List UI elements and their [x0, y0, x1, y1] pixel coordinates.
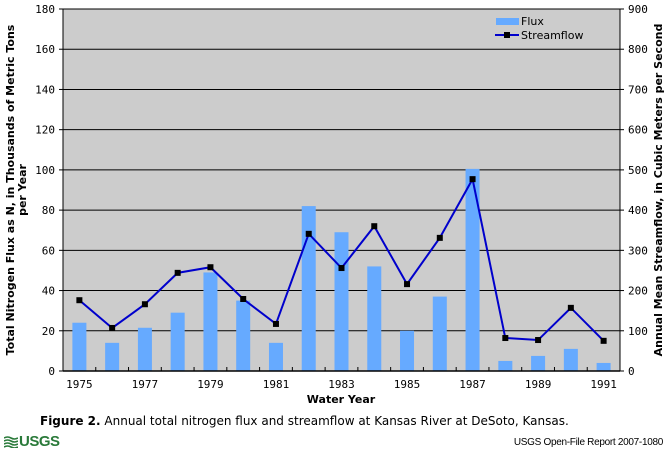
x-axis-ticks: 1975 1977 1979 1981 1983 1985 1987 1989 1991 [66, 367, 617, 391]
chart: 0 20 40 60 80 100 120 140 160 180 0 100 200 300 400 50… [4, 3, 665, 406]
flux-bar-1979 [203, 272, 218, 371]
flux-bar-1989 [531, 355, 546, 371]
figure-caption: Figure 2. Annual total nitrogen flux and… [40, 414, 569, 428]
right-tick-label: 700 [628, 83, 648, 96]
caption-text: Annual total nitrogen flux and streamflo… [100, 414, 569, 428]
x-tick-label: 1983 [328, 378, 355, 391]
report-number: USGS Open-File Report 2007-1080 [513, 437, 663, 448]
right-tick-label: 300 [628, 244, 648, 257]
streamflow-marker-1982 [305, 230, 312, 237]
streamflow-marker-1990 [567, 304, 574, 311]
flux-bar-1986 [432, 296, 447, 371]
streamflow-marker-1986 [436, 234, 443, 241]
flux-bar-1976 [105, 342, 120, 371]
right-tick-label: 200 [628, 285, 648, 298]
left-tick-label: 40 [42, 285, 55, 298]
flux-bar-1988 [498, 360, 513, 371]
streamflow-marker-1978 [174, 269, 181, 276]
usgs-logo-text: USGS [19, 433, 60, 450]
legend-streamflow-label: Streamflow [521, 29, 583, 42]
x-tick-label: 1987 [459, 378, 486, 391]
x-tick-label: 1991 [590, 378, 617, 391]
left-axis-ticks: 0 20 40 60 80 100 120 140 160 180 [35, 3, 63, 378]
streamflow-marker-1981 [272, 320, 279, 327]
flux-bar-1985 [400, 330, 415, 371]
flux-bar-1990 [563, 348, 578, 371]
legend-streamflow-marker [504, 32, 510, 38]
x-axis-title: Water Year [307, 393, 376, 406]
flux-bars [72, 168, 611, 371]
flux-bar-1987 [465, 168, 480, 371]
right-tick-label: 900 [628, 3, 648, 16]
streamflow-marker-1976 [109, 324, 116, 331]
x-tick-label: 1985 [394, 378, 421, 391]
left-tick-label: 60 [42, 244, 55, 257]
streamflow-marker-1991 [600, 337, 607, 344]
flux-bar-1983 [334, 232, 349, 371]
gridlines [63, 48, 620, 332]
x-tick-label: 1981 [263, 378, 290, 391]
y-axis-title-line1: Total Nitrogen Flux as N, in Thousands o… [4, 24, 17, 355]
streamflow-marker-1984 [371, 223, 378, 230]
flux-bar-1984 [367, 266, 382, 371]
streamflow-marker-1977 [141, 301, 148, 308]
y2-axis-title: Annual Mean Streamflow, in Cubic Meters … [652, 24, 665, 357]
streamflow-marker-1985 [404, 281, 411, 288]
flux-bar-1975 [72, 322, 87, 371]
streamflow-marker-1988 [502, 335, 509, 342]
x-tick-label: 1989 [525, 378, 552, 391]
right-tick-label: 800 [628, 43, 648, 56]
flux-bar-1991 [596, 362, 611, 371]
right-tick-label: 0 [628, 365, 635, 378]
right-tick-label: 100 [628, 325, 648, 338]
flux-bar-1981 [268, 342, 283, 371]
legend-flux-swatch [496, 18, 519, 25]
flux-bar-1978 [170, 312, 185, 371]
x-tick-label: 1975 [66, 378, 93, 391]
streamflow-marker-1989 [535, 337, 542, 344]
streamflow-marker-1979 [207, 264, 214, 271]
left-tick-label: 100 [35, 164, 55, 177]
left-tick-label: 120 [35, 124, 55, 137]
y-axis-title-line2: per Year [16, 164, 29, 216]
usgs-logo: USGS [4, 433, 60, 450]
left-tick-label: 180 [35, 3, 55, 16]
legend: Flux Streamflow [495, 15, 583, 42]
x-tick-label: 1977 [132, 378, 159, 391]
left-tick-label: 20 [42, 325, 55, 338]
right-tick-label: 600 [628, 124, 648, 137]
caption-label: Figure 2. [40, 414, 101, 428]
flux-bar-1977 [137, 327, 152, 371]
streamflow-marker-1980 [240, 296, 247, 303]
streamflow-marker-1975 [76, 297, 83, 304]
usgs-wave-icon [4, 435, 18, 448]
right-tick-label: 400 [628, 204, 648, 217]
flux-bar-1980 [236, 300, 251, 371]
streamflow-marker-1987 [469, 176, 476, 183]
right-tick-label: 500 [628, 164, 648, 177]
left-tick-label: 140 [35, 83, 55, 96]
axes [62, 9, 621, 372]
left-tick-label: 160 [35, 43, 55, 56]
x-tick-label: 1979 [197, 378, 224, 391]
streamflow-series [76, 176, 607, 344]
left-tick-label: 80 [42, 204, 55, 217]
flux-bar-1982 [301, 206, 316, 371]
left-tick-label: 0 [48, 365, 55, 378]
right-axis-ticks: 0 100 200 300 400 500 600 700 800 900 [620, 3, 648, 378]
legend-flux-label: Flux [521, 15, 544, 28]
streamflow-marker-1983 [338, 265, 345, 272]
